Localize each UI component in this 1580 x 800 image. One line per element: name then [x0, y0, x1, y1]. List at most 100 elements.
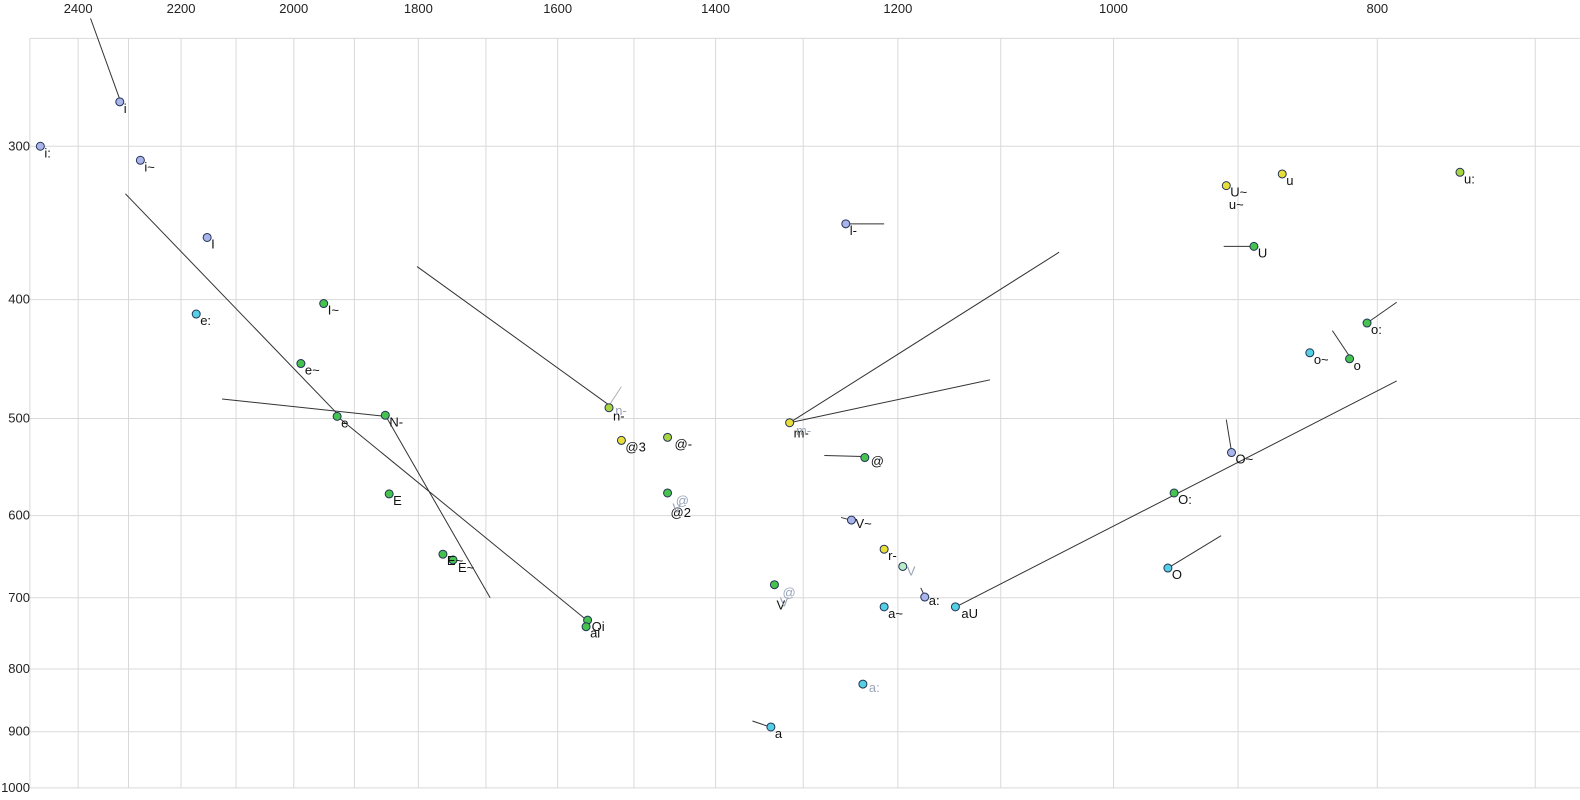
point-label: O:	[1178, 492, 1192, 507]
ghost-label: @	[782, 585, 795, 600]
point-label: a~	[888, 606, 903, 621]
data-point-E~[interactable]	[438, 549, 448, 559]
point-label: ai	[590, 626, 600, 641]
point-label: u	[1286, 173, 1293, 188]
data-point-o~[interactable]	[1305, 348, 1315, 358]
data-point-aU[interactable]	[950, 602, 960, 612]
data-point-m-[interactable]	[785, 418, 795, 428]
point-label: @3	[625, 439, 645, 454]
x-axis-tick-label: 1200	[883, 1, 912, 16]
point-label: Oi	[592, 619, 605, 634]
x-axis-tick-label: 2200	[167, 1, 196, 16]
trace-line	[1225, 419, 1232, 452]
point-label: E~	[458, 560, 475, 575]
data-point-a[interactable]	[766, 722, 776, 732]
point-label: V	[776, 598, 785, 613]
point-label: i	[124, 101, 127, 116]
data-point-I~[interactable]	[319, 299, 329, 309]
data-point-O:[interactable]	[1169, 488, 1179, 498]
trace-line	[1167, 535, 1222, 569]
point-label: @2	[671, 505, 691, 520]
data-point-a:[interactable]	[858, 679, 868, 689]
data-point-E[interactable]	[384, 489, 394, 499]
data-point-N-[interactable]	[380, 410, 390, 420]
data-point-a:[interactable]	[920, 592, 930, 602]
point-label: aU	[961, 606, 978, 621]
data-point-i:[interactable]	[35, 141, 45, 151]
point-label: E	[393, 493, 402, 508]
data-point-O[interactable]	[1163, 563, 1173, 573]
data-point-I[interactable]	[202, 232, 212, 242]
point-label: O	[1172, 567, 1182, 582]
data-point-@-[interactable]	[663, 432, 673, 442]
ghost-labels: n-m-@V@Vu~	[615, 197, 1244, 609]
point-label: U~	[1230, 185, 1247, 200]
point-label: e~	[305, 363, 320, 378]
y-axis-tick-label: 700	[8, 590, 30, 605]
point-label: e:	[200, 313, 211, 328]
ghost-label: u~	[1229, 197, 1244, 212]
trace-line	[609, 386, 622, 405]
data-point-@2[interactable]	[663, 488, 673, 498]
point-label: r-	[888, 548, 897, 563]
y-axis-tick-label: 1000	[1, 780, 30, 795]
data-point-E~[interactable]	[448, 555, 458, 565]
point-label: m-	[794, 426, 809, 441]
trace-line	[222, 398, 386, 417]
ghost-label: V	[672, 500, 681, 515]
data-point-U[interactable]	[1249, 241, 1259, 251]
point-label: a	[775, 726, 783, 741]
data-point-V[interactable]	[769, 580, 779, 590]
data-point-i~[interactable]	[135, 155, 145, 165]
data-point-e[interactable]	[332, 411, 342, 421]
data-point-u[interactable]	[1277, 169, 1287, 179]
x-axis-tick-label: 1600	[543, 1, 572, 16]
data-point-a~[interactable]	[879, 602, 889, 612]
point-label: V	[907, 563, 916, 578]
point-label: O~	[1235, 452, 1253, 467]
data-point-u:[interactable]	[1455, 167, 1465, 177]
point-label: o:	[1371, 322, 1382, 337]
trace-line	[789, 251, 1060, 424]
ghost-label: V	[780, 594, 789, 609]
data-point-e:[interactable]	[191, 309, 201, 319]
data-points	[35, 97, 1465, 732]
point-labels: i:ii~Ie:I~e~e N-EE~E~n-@3 @-@2m-l-@V~r-VV a…	[44, 101, 1474, 741]
x-axis-tick-label: 2000	[279, 1, 308, 16]
data-point-r-[interactable]	[879, 544, 889, 554]
data-point-o[interactable]	[1345, 354, 1355, 364]
data-point-V[interactable]	[898, 561, 908, 571]
axis-tick-labels: 2400 2200 2000 1800 1600 1400 1200 1000 800 300 40…	[1, 1, 1388, 795]
trace-line	[824, 455, 863, 458]
ghost-label: @	[676, 493, 689, 508]
data-point-@3[interactable]	[616, 435, 626, 445]
point-label: U	[1258, 245, 1267, 260]
data-point-ai[interactable]	[581, 622, 591, 632]
point-label: l-	[850, 223, 857, 238]
trace-line	[1366, 301, 1397, 324]
data-point-V~[interactable]	[846, 515, 856, 525]
point-label: I	[211, 236, 215, 251]
trace-segments	[90, 18, 1397, 728]
data-point-@[interactable]	[860, 453, 870, 463]
data-point-U~[interactable]	[1221, 181, 1231, 191]
point-label: a:	[869, 680, 880, 695]
data-point-n-[interactable]	[604, 403, 614, 413]
data-point-e~[interactable]	[296, 359, 306, 369]
point-label: V~	[855, 516, 872, 531]
data-point-i[interactable]	[115, 97, 125, 107]
data-point-o:[interactable]	[1362, 318, 1372, 328]
point-label: @	[871, 454, 884, 469]
x-axis-tick-label: 2400	[64, 1, 93, 16]
trace-line	[336, 415, 588, 622]
data-point-l-[interactable]	[841, 219, 851, 229]
y-axis-tick-label: 300	[8, 138, 30, 153]
point-label: o	[1354, 358, 1361, 373]
point-label: E~	[447, 553, 464, 568]
trace-line	[90, 18, 120, 99]
gridlines	[29, 37, 1580, 789]
data-point-O~[interactable]	[1226, 448, 1236, 458]
trace-line	[416, 266, 609, 405]
